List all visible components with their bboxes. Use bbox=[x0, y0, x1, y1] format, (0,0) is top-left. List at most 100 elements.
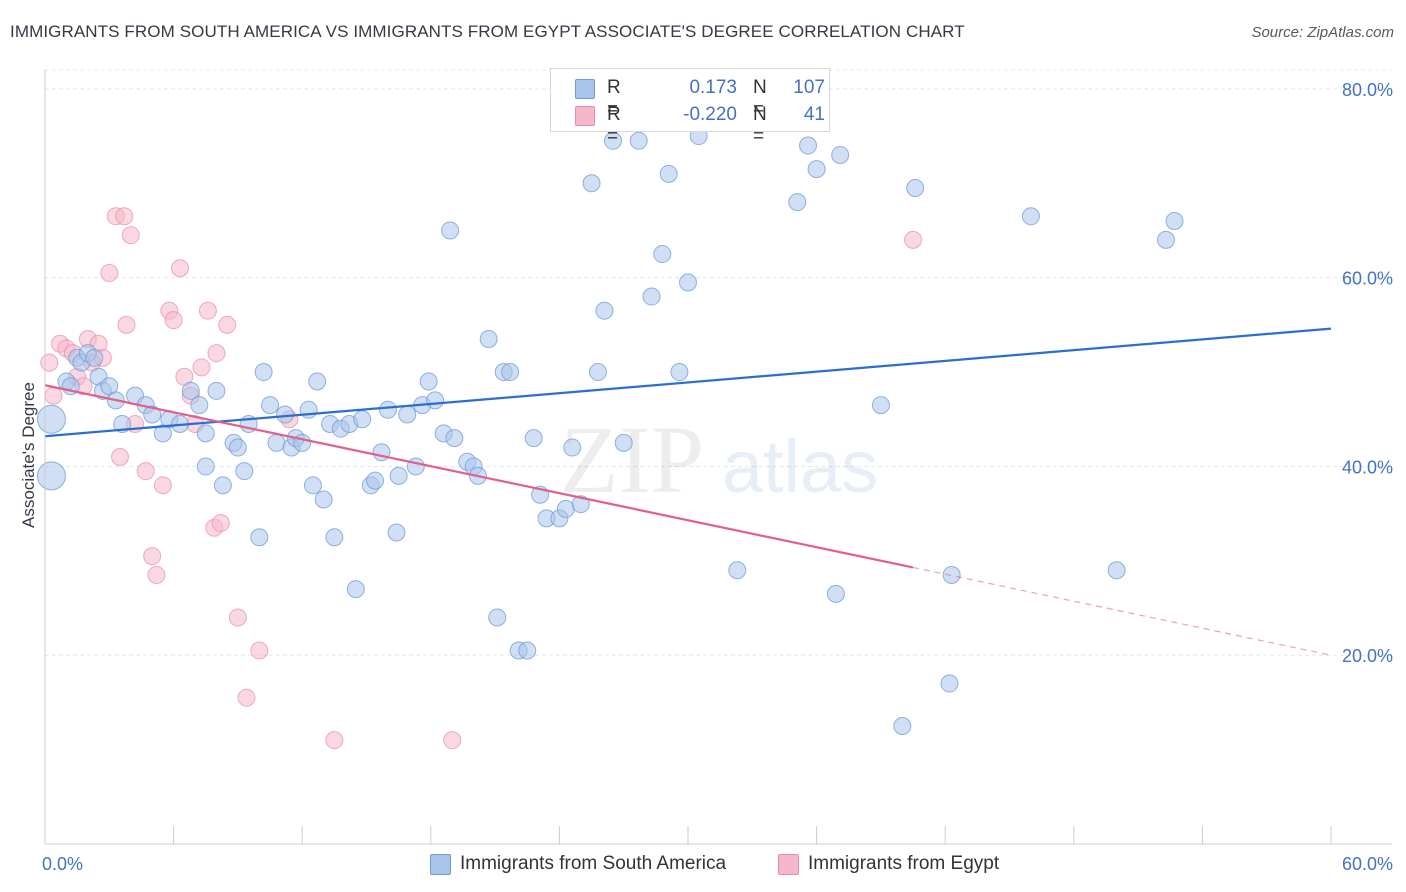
egypt-point bbox=[237, 688, 256, 707]
bottom-legend-label-egypt: Immigrants from Egypt bbox=[808, 853, 1000, 874]
south-america-point bbox=[1156, 230, 1175, 249]
south-america-point bbox=[228, 438, 247, 457]
legend-n-value: 41 bbox=[803, 104, 825, 125]
egypt-point bbox=[40, 353, 59, 372]
south-america-point bbox=[603, 131, 622, 150]
south-america-point bbox=[276, 405, 295, 424]
south-america-point bbox=[441, 221, 460, 240]
south-america-point bbox=[196, 424, 215, 443]
south-america-point bbox=[614, 433, 633, 452]
egypt-point bbox=[198, 301, 217, 320]
south-america-point bbox=[366, 471, 385, 490]
south-america-point bbox=[303, 476, 322, 495]
south-america-point bbox=[406, 457, 425, 476]
legend-r-value: 0.173 bbox=[689, 77, 737, 98]
south-america-point bbox=[190, 396, 209, 415]
south-america-point bbox=[36, 404, 66, 434]
egypt-point bbox=[171, 259, 190, 278]
south-america-point bbox=[871, 396, 890, 415]
south-america-point bbox=[445, 429, 464, 448]
south-america-point bbox=[378, 400, 397, 419]
south-america-point bbox=[254, 363, 273, 382]
south-america-point bbox=[250, 528, 269, 547]
egypt-point bbox=[115, 207, 134, 226]
trend-line-egypt bbox=[44, 384, 914, 569]
watermark-zip: ZIP bbox=[560, 406, 704, 513]
south-america-point bbox=[181, 381, 200, 400]
y-axis-label: Associate's Degree bbox=[19, 382, 38, 528]
south-america-point bbox=[398, 405, 417, 424]
watermark-atlas: atlas bbox=[722, 425, 878, 508]
x-tick-label: 0.0% bbox=[42, 854, 83, 874]
south-america-point bbox=[518, 641, 537, 660]
egypt-point bbox=[44, 386, 63, 405]
south-america-point bbox=[788, 193, 807, 212]
y-tick-label: 80.0% bbox=[1342, 80, 1393, 100]
south-america-point bbox=[389, 466, 408, 485]
legend-n-value: 107 bbox=[793, 77, 825, 98]
egypt-point bbox=[164, 311, 183, 330]
south-america-point bbox=[419, 372, 438, 391]
south-america-point bbox=[670, 363, 689, 382]
egypt-point bbox=[192, 358, 211, 377]
south-america-point bbox=[1107, 561, 1126, 580]
south-america-point bbox=[479, 330, 498, 349]
south-america-point bbox=[196, 457, 215, 476]
south-america-point bbox=[113, 414, 132, 433]
south-america-point bbox=[893, 717, 912, 736]
egypt-point bbox=[218, 315, 237, 334]
south-america-point bbox=[629, 131, 648, 150]
south-america-point bbox=[261, 396, 280, 415]
south-america-point bbox=[659, 164, 678, 183]
south-america-point bbox=[213, 476, 232, 495]
south-america-point bbox=[85, 348, 104, 367]
bottom-legend-swatch-south-america bbox=[430, 854, 451, 875]
south-america-point bbox=[653, 245, 672, 264]
egypt-point bbox=[211, 514, 230, 533]
south-america-point bbox=[346, 580, 365, 599]
south-america-point bbox=[235, 462, 254, 481]
y-tick-label: 20.0% bbox=[1342, 646, 1393, 666]
egypt-point bbox=[121, 226, 140, 245]
south-america-point bbox=[595, 301, 614, 320]
legend-swatch-south-america bbox=[575, 79, 595, 99]
south-america-point bbox=[728, 561, 747, 580]
south-america-point bbox=[826, 584, 845, 603]
correlation-legend: R = 0.173 N = 107 R = -0.220 N = 41 bbox=[550, 68, 830, 147]
south-america-point bbox=[556, 499, 575, 518]
south-america-point bbox=[563, 438, 582, 457]
south-america-point bbox=[807, 160, 826, 179]
south-america-point bbox=[571, 495, 590, 514]
bottom-legend-swatch-egypt bbox=[778, 854, 799, 875]
south-america-point bbox=[940, 674, 959, 693]
bottom-legend-label-south-america: Immigrants from South America bbox=[460, 853, 727, 874]
legend-swatch-egypt bbox=[575, 106, 595, 126]
egypt-point bbox=[100, 263, 119, 282]
south-america-point bbox=[1021, 207, 1040, 226]
south-america-point bbox=[1165, 212, 1184, 231]
south-america-point bbox=[906, 178, 925, 197]
south-america-point bbox=[387, 523, 406, 542]
south-america-point bbox=[582, 174, 601, 193]
egypt-point bbox=[117, 315, 136, 334]
egypt-point bbox=[325, 731, 344, 750]
south-america-point bbox=[679, 273, 697, 292]
legend-r-label: R = bbox=[607, 77, 621, 120]
south-america-point bbox=[831, 145, 850, 164]
y-tick-label: 40.0% bbox=[1342, 457, 1393, 477]
egypt-point bbox=[443, 731, 462, 750]
south-america-point bbox=[524, 429, 543, 448]
egypt-point bbox=[207, 344, 226, 363]
south-america-point bbox=[308, 372, 327, 391]
chart-title: IMMIGRANTS FROM SOUTH AMERICA VS IMMIGRA… bbox=[10, 22, 965, 41]
x-tick-label: 60.0% bbox=[1342, 854, 1393, 874]
south-america-point bbox=[36, 461, 66, 491]
south-america-point bbox=[143, 405, 162, 424]
legend-r-label: R = bbox=[607, 104, 621, 147]
south-america-point bbox=[426, 391, 445, 410]
legend-n-label: N = bbox=[753, 104, 767, 147]
watermark: ZIP atlas bbox=[560, 406, 878, 513]
axes: 20.0% 40.0% 60.0% 80.0% 0.0% 60.0% bbox=[42, 70, 1393, 874]
south-america-point bbox=[799, 136, 818, 155]
